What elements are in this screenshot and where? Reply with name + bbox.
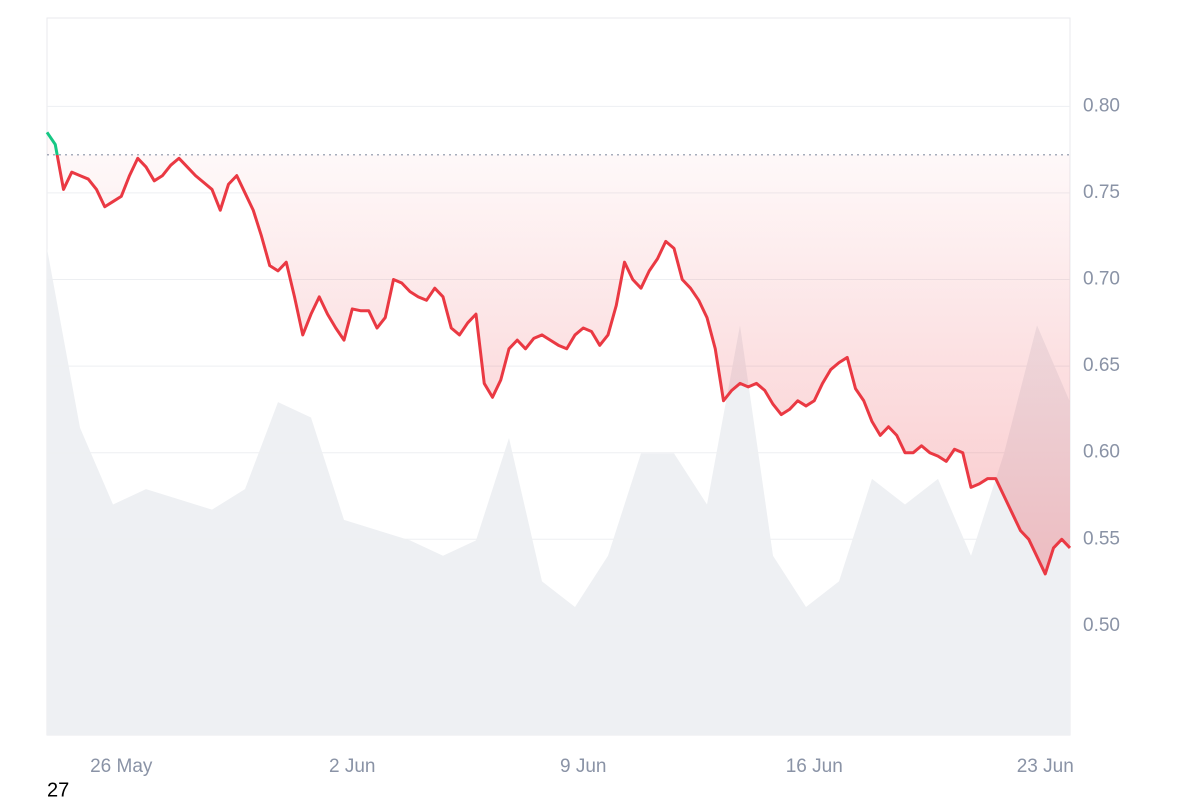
volume-area bbox=[47, 248, 1070, 735]
y-tick-label: 0.80 bbox=[1083, 95, 1120, 116]
x-tick-label: 26 May bbox=[90, 756, 153, 777]
y-tick-label: 0.50 bbox=[1083, 615, 1120, 636]
footer-text: 27 bbox=[47, 779, 69, 800]
y-tick-label: 0.65 bbox=[1083, 355, 1120, 376]
y-tick-label: 0.70 bbox=[1083, 269, 1120, 290]
y-tick-label: 0.55 bbox=[1083, 528, 1120, 549]
area-fill bbox=[47, 132, 1070, 574]
x-tick-label: 16 Jun bbox=[786, 756, 843, 777]
x-tick-label: 9 Jun bbox=[560, 756, 606, 777]
price-line bbox=[45, 131, 1072, 576]
x-tick-label: 2 Jun bbox=[329, 756, 375, 777]
y-tick-label: 0.60 bbox=[1083, 442, 1120, 463]
y-tick-label: 0.75 bbox=[1083, 182, 1120, 203]
x-tick-label: 23 Jun bbox=[1017, 756, 1074, 777]
